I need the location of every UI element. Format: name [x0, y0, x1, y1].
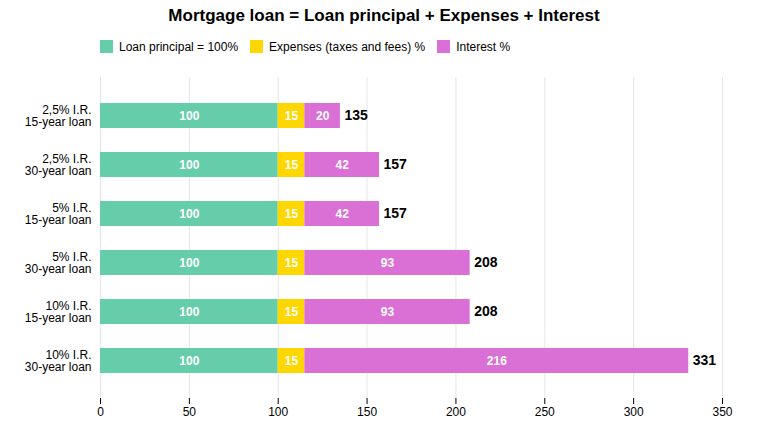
svg-text:150: 150 [357, 405, 377, 419]
html-text:Loan principal = 100%: Loan principal = 100% [119, 39, 239, 54]
html-text:Interest %: Interest % [456, 39, 511, 54]
svg-text:208: 208 [474, 303, 498, 319]
svg-text:331: 331 [693, 352, 717, 368]
svg-text:15: 15 [285, 109, 299, 123]
svg-text:42: 42 [336, 158, 350, 172]
svg-text:216: 216 [487, 354, 507, 368]
svg-text:100: 100 [179, 305, 199, 319]
svg-text:200: 200 [446, 405, 466, 419]
svg-text:100: 100 [179, 354, 199, 368]
svg-text:93: 93 [381, 256, 395, 270]
svg-text:250: 250 [535, 405, 555, 419]
svg-text:15: 15 [285, 207, 299, 221]
svg-text:157: 157 [384, 205, 408, 221]
svg-text:300: 300 [624, 405, 644, 419]
svg-text:157: 157 [384, 156, 408, 172]
svg-text:10% I.R.15-year loan: 10% I.R.15-year loan [25, 299, 92, 325]
svg-text:93: 93 [381, 305, 395, 319]
svg-text:100: 100 [179, 109, 199, 123]
svg-text:0: 0 [97, 405, 104, 419]
svg-text:15: 15 [285, 158, 299, 172]
svg-text:15: 15 [285, 354, 299, 368]
svg-text:135: 135 [344, 107, 368, 123]
svg-text:5% I.R.15-year loan: 5% I.R.15-year loan [25, 201, 92, 227]
svg-text:15: 15 [285, 305, 299, 319]
svg-text:100: 100 [179, 158, 199, 172]
svg-text:2,5% I.R.15-year loan: 2,5% I.R.15-year loan [25, 103, 92, 129]
svg-text:50: 50 [183, 405, 197, 419]
svg-text:100: 100 [179, 207, 199, 221]
svg-text:42: 42 [336, 207, 350, 221]
svg-text:5% I.R.30-year loan: 5% I.R.30-year loan [25, 250, 92, 276]
svg-text:15: 15 [285, 256, 299, 270]
svg-text:100: 100 [268, 405, 288, 419]
svg-text:100: 100 [179, 256, 199, 270]
svg-text:208: 208 [474, 254, 498, 270]
svg-text:10% I.R.30-year loan: 10% I.R.30-year loan [25, 348, 92, 374]
html-text:Mortgage loan = Loan principal: Mortgage loan = Loan principal + Expense… [168, 6, 600, 25]
svg-text:2,5% I.R.30-year loan: 2,5% I.R.30-year loan [25, 152, 92, 178]
svg-text:20: 20 [316, 109, 330, 123]
svg-text:350: 350 [712, 405, 732, 419]
html-text:Expenses (taxes and fees) %: Expenses (taxes and fees) % [269, 39, 426, 54]
